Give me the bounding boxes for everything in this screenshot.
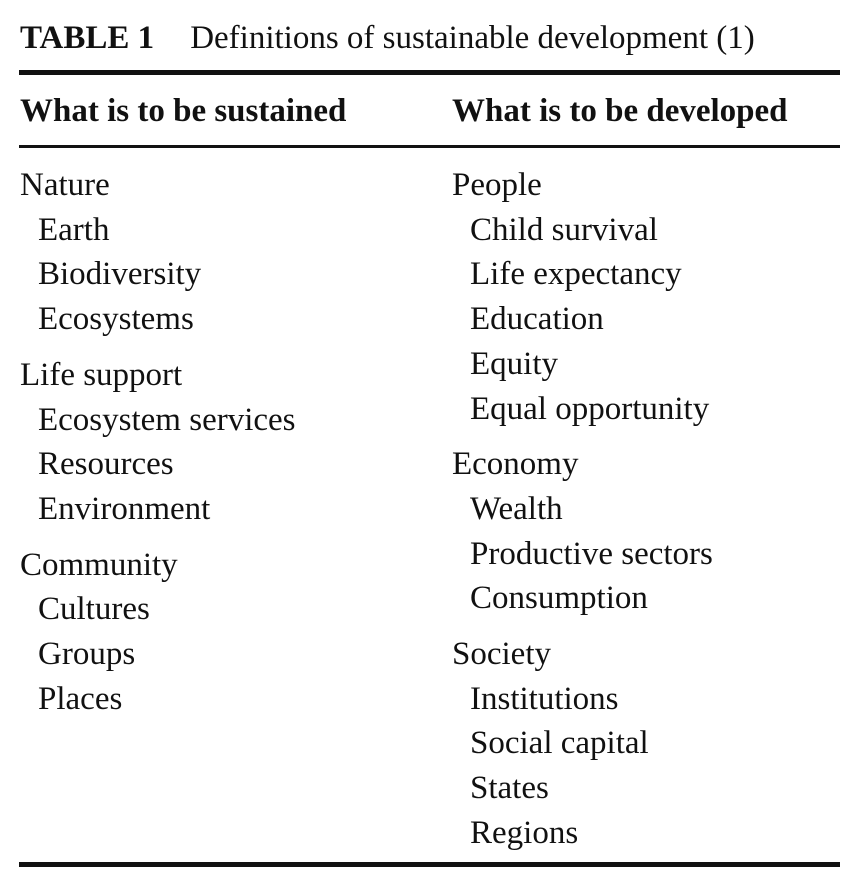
category-item: Earth <box>38 211 110 248</box>
category-item: Biodiversity <box>38 256 202 293</box>
category-group: Nature Earth Biodiversity Ecosystems <box>20 163 296 342</box>
category-item: Ecosystem services <box>38 401 296 438</box>
category-item: Consumption <box>470 580 648 617</box>
category-item: Child survival <box>470 211 658 248</box>
category-item: Productive sectors <box>470 535 713 572</box>
table-title: TABLE 1 Definitions of sustainable develo… <box>20 14 755 62</box>
category-item: Equal opportunity <box>470 390 710 427</box>
category-item: Places <box>38 680 123 717</box>
column-header-developed: What is to be developed <box>452 93 788 129</box>
category-item: Ecosystems <box>38 301 194 338</box>
sustained-column: Nature Earth Biodiversity Ecosystems Life su… <box>20 163 296 732</box>
category-item: Wealth <box>470 490 563 527</box>
category-item: Education <box>470 301 604 338</box>
category-heading: Community <box>20 546 178 583</box>
category-item: Cultures <box>38 591 150 628</box>
category-item: Institutions <box>470 680 619 717</box>
category-item: Environment <box>38 490 211 527</box>
category-group: Economy Wealth Productive sectors Consumpti… <box>452 442 713 621</box>
category-group: Society Institutions Social capital States R… <box>452 632 713 856</box>
category-group: Life support Ecosystem services Resources E… <box>20 353 296 532</box>
category-item: Equity <box>470 345 558 382</box>
bottom-rule <box>19 862 840 867</box>
category-heading: Nature <box>20 167 110 203</box>
category-heading: Life support <box>20 356 183 393</box>
category-item: Regions <box>470 814 579 851</box>
category-item: Resources <box>38 446 174 483</box>
category-group: People Child survival Life expectancy Educa… <box>452 163 713 431</box>
table-caption: Definitions of sustainable development (… <box>190 20 755 56</box>
category-group: Community Cultures Groups Places <box>20 543 296 722</box>
column-header-sustained: What is to be sustained <box>20 93 347 129</box>
table-label: TABLE 1 <box>20 20 155 56</box>
developed-column: People Child survival Life expectancy Educa… <box>452 163 713 867</box>
category-heading: Society <box>452 636 551 673</box>
category-item: States <box>470 770 549 807</box>
category-heading: Economy <box>452 446 579 483</box>
category-item: Life expectancy <box>470 256 682 293</box>
category-item: Groups <box>38 636 136 673</box>
header-rule <box>19 145 840 148</box>
top-rule <box>19 70 840 75</box>
category-heading: People <box>452 167 542 203</box>
category-item: Social capital <box>470 725 649 762</box>
